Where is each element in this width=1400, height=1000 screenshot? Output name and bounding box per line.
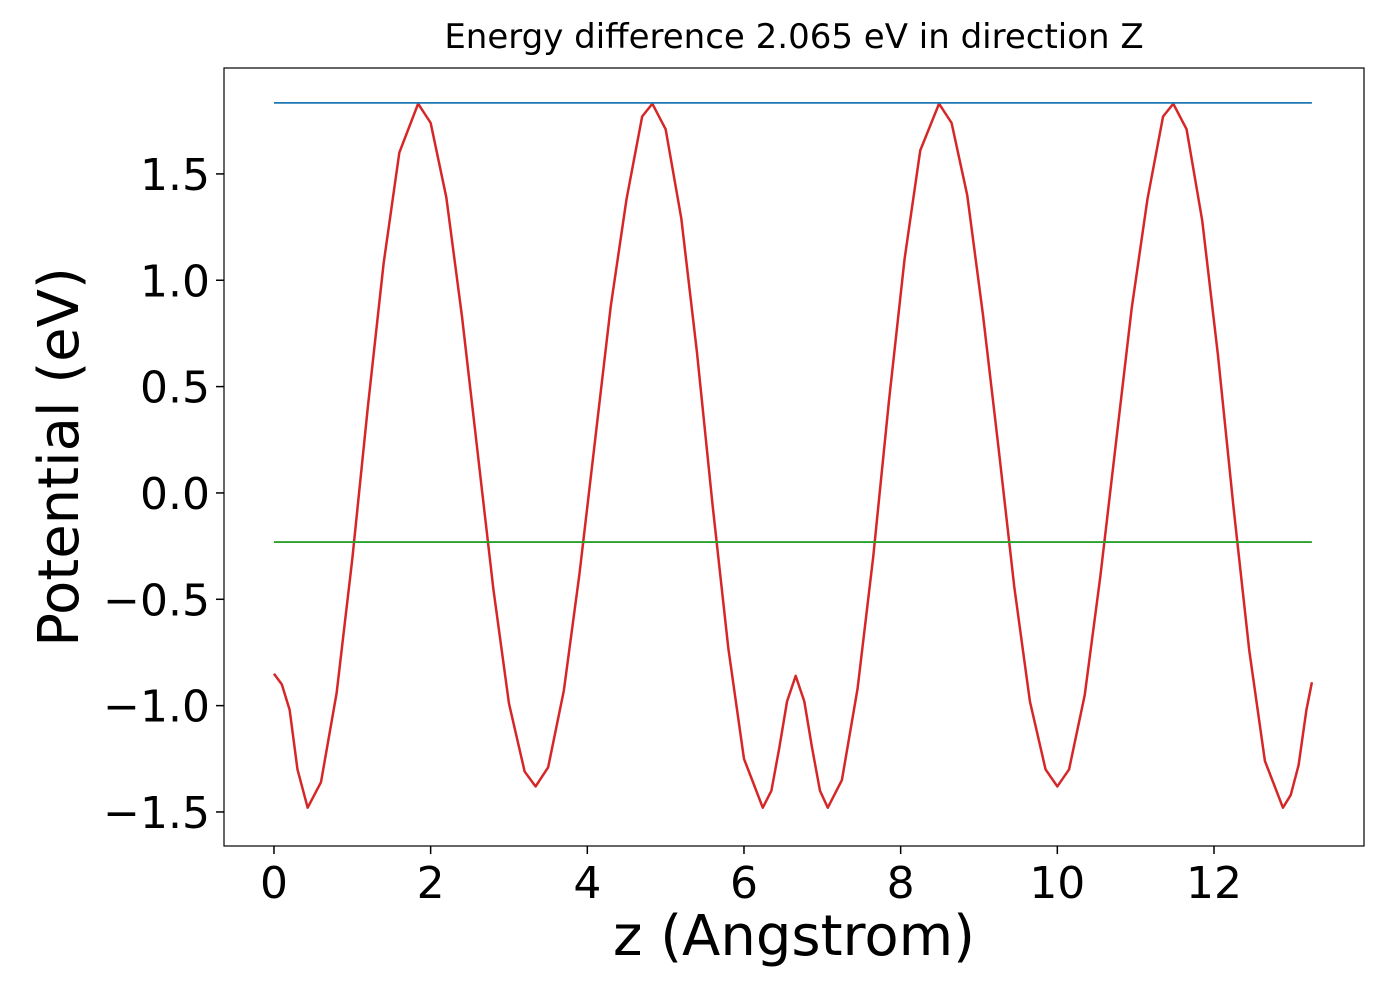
- y-tick-label: 0.5: [140, 363, 210, 414]
- y-tick-label: 1.0: [140, 256, 210, 307]
- x-tick-label: 6: [730, 858, 758, 909]
- x-tick-label: 4: [573, 858, 601, 909]
- line-series: [272, 102, 1314, 809]
- x-tick-label: 12: [1186, 858, 1242, 909]
- y-axis-label: Potential (eV): [27, 267, 92, 647]
- x-tick-label: 8: [887, 858, 915, 909]
- y-tick-label: −1.5: [103, 788, 210, 839]
- plot-frame: [223, 67, 1365, 847]
- x-tick-label: 10: [1029, 858, 1085, 909]
- y-tick-label: −0.5: [103, 575, 210, 626]
- x-axis-label: z (Angstrom): [613, 904, 975, 969]
- y-tick-label: 1.5: [140, 150, 210, 201]
- x-tick-label: 2: [417, 858, 445, 909]
- x-tick-label: 0: [260, 858, 288, 909]
- chart-title: Energy difference 2.065 eV in direction …: [444, 17, 1143, 57]
- y-tick-label: −1.0: [103, 682, 210, 733]
- y-tick-label: 0.0: [140, 469, 210, 520]
